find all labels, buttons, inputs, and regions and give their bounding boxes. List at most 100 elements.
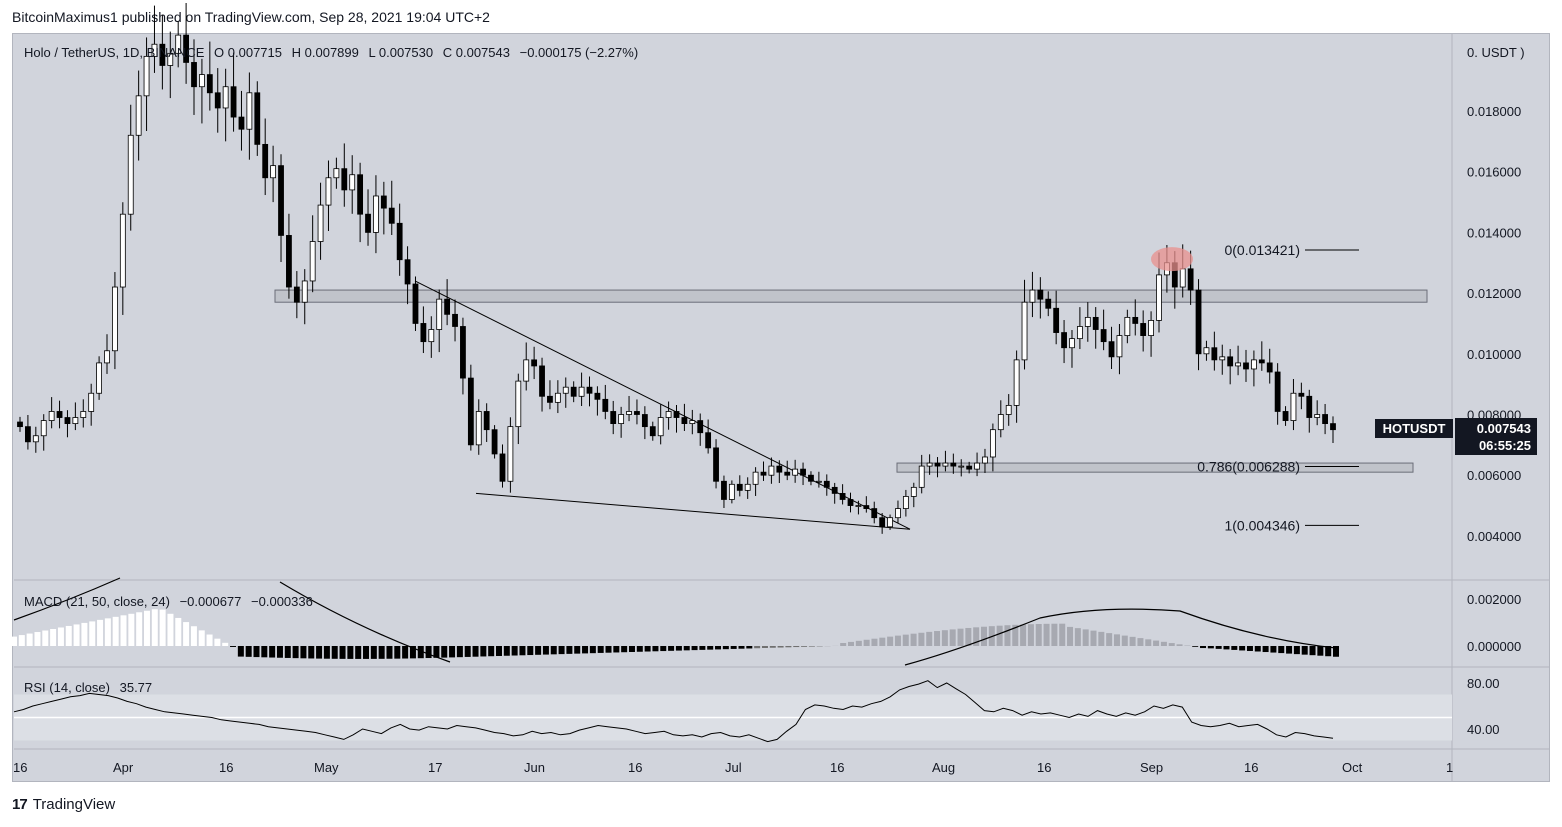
candle-body (48, 411, 55, 421)
macd-histogram-bar (535, 646, 542, 655)
macd-histogram-bar (42, 630, 49, 646)
candle-body (1258, 359, 1265, 364)
candle-body (934, 462, 941, 467)
candle-body (1227, 356, 1234, 367)
falling-wedge (414, 280, 911, 530)
candle-body (325, 177, 332, 206)
macd-histogram-bar (104, 618, 111, 646)
candle-body (475, 411, 482, 446)
time-tick-label: May (314, 760, 339, 775)
macd-histogram-bar (1043, 623, 1050, 646)
candle-body (1045, 298, 1052, 309)
macd-histogram-bar (269, 646, 276, 658)
candle-body (839, 493, 846, 500)
rsi-name: RSI (14, close) (24, 680, 110, 695)
macd-histogram-bar (980, 626, 987, 646)
macd-histogram-bar (472, 646, 479, 657)
time-tick-label: 16 (830, 760, 844, 775)
macd-histogram-bar (183, 622, 190, 646)
macd-histogram-bar (1098, 631, 1105, 646)
candle-body (562, 386, 569, 394)
main-legend: Holo / TetherUS, 1D, BINANCE O 0.007715 … (24, 45, 644, 60)
candle-body (357, 174, 364, 215)
macd-histogram-bar (323, 646, 330, 659)
candle-body (570, 386, 577, 397)
candle-body (855, 505, 862, 507)
macd-histogram-bar (1246, 646, 1253, 651)
macd-histogram-bar (871, 638, 878, 646)
wedge-upper-line (414, 280, 911, 530)
macd-histogram-bar (1176, 644, 1183, 646)
time-tick-label: Oct (1342, 760, 1363, 775)
legend-high: H 0.007899 (291, 45, 359, 60)
candle-body (1282, 411, 1289, 421)
macd-histogram-bar (308, 646, 315, 659)
candle-body (721, 480, 727, 500)
candle-body (902, 496, 909, 509)
macd-histogram-bar (175, 617, 182, 646)
candle-body (1116, 335, 1123, 358)
macd-histogram-bar (605, 646, 612, 653)
macd-histogram-bar (613, 646, 620, 653)
macd-histogram-bar (441, 646, 448, 658)
candle-body (1266, 362, 1273, 373)
macd-histogram-bar (1074, 628, 1081, 646)
candle-body (1069, 338, 1075, 349)
macd-tick-label: 0.002000 (1467, 592, 1521, 607)
candle-body (910, 486, 917, 497)
candle-body (1243, 362, 1249, 370)
macd-histogram-bar (253, 646, 260, 658)
candle-body (333, 168, 340, 179)
candle-body (64, 417, 71, 425)
macd-histogram-bar (1262, 646, 1269, 653)
macd-histogram-bar (34, 632, 41, 646)
macd-histogram-bar (996, 625, 1003, 646)
candle-body (879, 517, 886, 528)
candle-body (752, 471, 759, 485)
candle-body (863, 505, 870, 509)
legend-pair: Holo / TetherUS, 1D, BINANCE (24, 45, 205, 60)
macd-histogram-bar (777, 646, 784, 648)
price-tag: 0.007543 06:55:25 (1455, 418, 1537, 455)
price-tick-label: 0.006000 (1467, 468, 1521, 483)
candle-body (531, 359, 538, 367)
price-tick-label: 0.016000 (1467, 165, 1521, 180)
time-axis: 16 Apr 16 May 17 Jun 16 Jul 16 Aug 16 Sep 16 Oct 1 (13, 760, 1453, 775)
top-highlight (1151, 247, 1193, 272)
candle-body (776, 465, 783, 473)
candle-body (254, 92, 261, 145)
macd-histogram-bar (761, 646, 768, 648)
candle-body (388, 207, 395, 224)
macd-histogram-bar (370, 646, 377, 659)
candle-body (436, 298, 443, 330)
candle-body (681, 417, 688, 425)
bar-countdown: 06:55:25 (1478, 438, 1531, 453)
candle-body (547, 395, 553, 403)
candle-body (1132, 316, 1139, 324)
macd-histogram-bar (894, 635, 901, 646)
legend-close: C 0.007543 (442, 45, 510, 60)
macd-histogram-bar (1207, 646, 1214, 649)
macd-histogram-bar (409, 646, 416, 659)
legend-low: L 0.007530 (368, 45, 434, 60)
candle-body (230, 86, 237, 118)
macd-histogram-bar (1293, 646, 1300, 655)
macd-histogram-bar (668, 646, 675, 651)
macd-histogram-bar (941, 630, 948, 646)
candle-body (626, 411, 632, 415)
rsi-value: 35.77 (119, 680, 153, 695)
candle-body (1029, 289, 1036, 303)
candle-body (1005, 404, 1012, 415)
macd-histogram-bar (1325, 646, 1332, 657)
candle-body (784, 471, 791, 476)
time-tick-label: Sep (1140, 760, 1163, 775)
macd-histogram-bar (1278, 646, 1285, 654)
candle-body (349, 174, 356, 191)
macd-histogram-bar (456, 646, 463, 658)
candle-body (278, 165, 284, 236)
time-tick-label: 1 (1446, 760, 1453, 775)
candle-body (507, 426, 514, 482)
macd-value-1: −0.000677 (179, 594, 242, 609)
macd-histogram-bar (1020, 624, 1027, 646)
